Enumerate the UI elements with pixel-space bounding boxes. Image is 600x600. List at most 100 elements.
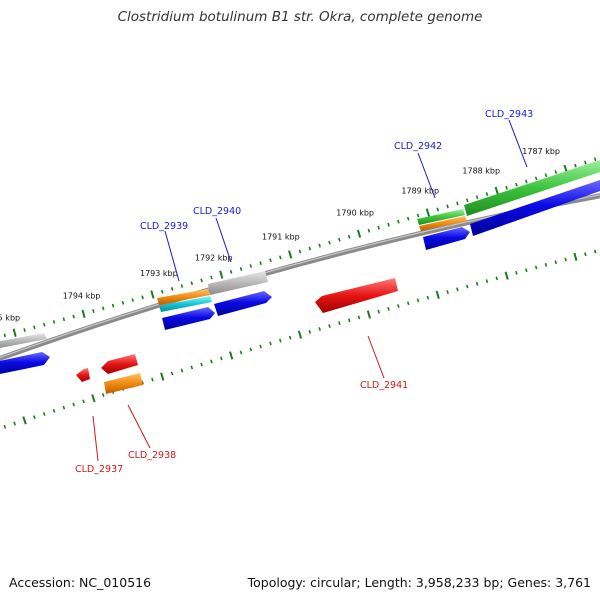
- gene-feature-green-2943[interactable]: [464, 160, 600, 216]
- scale-tick-minor: [200, 278, 203, 283]
- gene-label-2939[interactable]: CLD_2939: [140, 221, 188, 232]
- scale-tick-minor: [495, 276, 498, 281]
- scale-label: 1794 kbp: [63, 292, 101, 301]
- gene-feature-orange-2938[interactable]: [104, 373, 143, 394]
- scale-tick-minor: [456, 201, 459, 206]
- gene-arrow-red-2937[interactable]: [76, 368, 90, 382]
- scale-tick-minor: [298, 249, 302, 254]
- scale-label: 1788 kbp: [462, 167, 500, 176]
- scale-tick-minor: [387, 222, 390, 227]
- scale-tick-minor: [485, 279, 489, 284]
- scale-tick-minor: [52, 320, 56, 324]
- gene-arrow-red-2941[interactable]: [315, 278, 398, 313]
- scale-tick-minor: [328, 324, 331, 328]
- scale-label: 1793 kbp: [140, 269, 178, 278]
- scale-tick-minor: [436, 207, 440, 212]
- scale-tick-minor: [554, 260, 558, 265]
- callout-line-2943: [508, 119, 528, 168]
- scale-tick-minor: [151, 377, 154, 382]
- scale-tick-minor: [593, 249, 597, 254]
- gene-label-2940[interactable]: CLD_2940: [193, 206, 241, 217]
- gene-arrow-blue-2943[interactable]: [470, 180, 600, 236]
- gene-label-2943[interactable]: CLD_2943: [485, 109, 533, 120]
- scale-label: 1789 kbp: [401, 187, 439, 196]
- scale-tick-major: [91, 394, 96, 403]
- gene-feature-gray-left[interactable]: [0, 333, 47, 349]
- gene-arrow-blue-2939[interactable]: [162, 307, 215, 330]
- scale-tick-minor: [446, 204, 449, 209]
- scale-tick-minor: [426, 295, 430, 300]
- genome-summary-text: Topology: circular; Length: 3,958,233 bp…: [247, 575, 591, 590]
- scale-tick-minor: [3, 333, 7, 338]
- callout-line-2938: [127, 404, 151, 449]
- scale-tick-minor: [564, 257, 567, 262]
- callout-line-2942: [417, 152, 436, 199]
- scale-tick-minor: [593, 157, 597, 162]
- scale-tick-minor: [515, 182, 518, 187]
- scale-tick-minor: [377, 309, 380, 314]
- scale-label: 1795 kbp: [0, 314, 20, 323]
- scale-tick-minor: [102, 306, 105, 311]
- scale-tick-major: [356, 229, 362, 238]
- scale-tick-minor: [121, 300, 125, 305]
- scale-tick-major: [435, 290, 440, 299]
- gene-arrow-blue-2940[interactable]: [214, 291, 272, 316]
- scale-tick-minor: [347, 234, 351, 239]
- scale-tick-minor: [338, 237, 341, 242]
- gene-label-2941[interactable]: CLD_2941: [360, 380, 408, 391]
- scale-label: 1791 kbp: [262, 233, 300, 242]
- scale-tick-minor: [338, 321, 341, 326]
- scale-tick-minor: [239, 267, 243, 271]
- scale-tick-minor: [456, 287, 459, 292]
- scale-tick-minor: [387, 306, 390, 311]
- callout-line-2941: [367, 335, 385, 379]
- gene-arrow-blue-2942[interactable]: [423, 227, 470, 250]
- scale-tick-minor: [397, 304, 400, 308]
- scale-tick-minor: [279, 255, 282, 260]
- scale-tick-minor: [367, 228, 371, 233]
- scale-tick-minor: [161, 289, 164, 294]
- scale-tick-minor: [397, 219, 400, 224]
- scale-tick-minor: [446, 290, 449, 295]
- scale-tick-minor: [466, 284, 469, 289]
- scale-tick-major: [219, 270, 224, 279]
- scale-tick-minor: [210, 275, 213, 280]
- scale-tick-minor: [347, 318, 351, 323]
- scale-tick-major: [22, 416, 27, 425]
- callout-line-2937: [92, 415, 99, 462]
- gene-feature-cyan-2939[interactable]: [159, 296, 212, 312]
- gene-feature-gray-2940[interactable]: [208, 271, 268, 295]
- callout-line-2940: [215, 217, 232, 263]
- scale-tick-minor: [288, 335, 292, 340]
- scale-tick-minor: [131, 298, 134, 302]
- scale-tick-minor: [52, 408, 56, 413]
- scale-tick-major: [494, 186, 499, 196]
- scale-tick-minor: [525, 268, 528, 273]
- scale-tick-minor: [101, 393, 105, 398]
- scale-tick-minor: [534, 265, 538, 270]
- scale-tick-minor: [357, 315, 361, 320]
- gene-feature-green-2942[interactable]: [417, 209, 465, 225]
- scale-tick-minor: [525, 179, 528, 184]
- scale-tick-minor: [475, 281, 479, 286]
- scale-tick-minor: [190, 365, 194, 370]
- scale-tick-minor: [180, 284, 184, 288]
- scale-tick-minor: [33, 325, 36, 330]
- scale-tick-minor: [279, 338, 282, 343]
- scale-tick-major: [12, 328, 17, 337]
- gene-label-2942[interactable]: CLD_2942: [394, 141, 442, 152]
- gene-label-2937[interactable]: CLD_2937: [75, 464, 123, 475]
- gene-arrow-blue-left[interactable]: [0, 352, 50, 375]
- gene-feature-orange-2939[interactable]: [157, 289, 210, 305]
- gene-label-2938[interactable]: CLD_2938: [128, 450, 176, 461]
- scale-tick-minor: [475, 195, 479, 200]
- scale-tick-minor: [416, 298, 420, 303]
- gene-feature-orange-2942[interactable]: [419, 216, 467, 231]
- scale-tick-minor: [269, 258, 272, 263]
- scale-tick-minor: [406, 216, 410, 221]
- scale-tick-major: [573, 252, 578, 261]
- scale-tick-minor: [259, 261, 262, 266]
- gene-arrow-red-2938[interactable]: [101, 354, 138, 374]
- scale-tick-minor: [416, 213, 420, 218]
